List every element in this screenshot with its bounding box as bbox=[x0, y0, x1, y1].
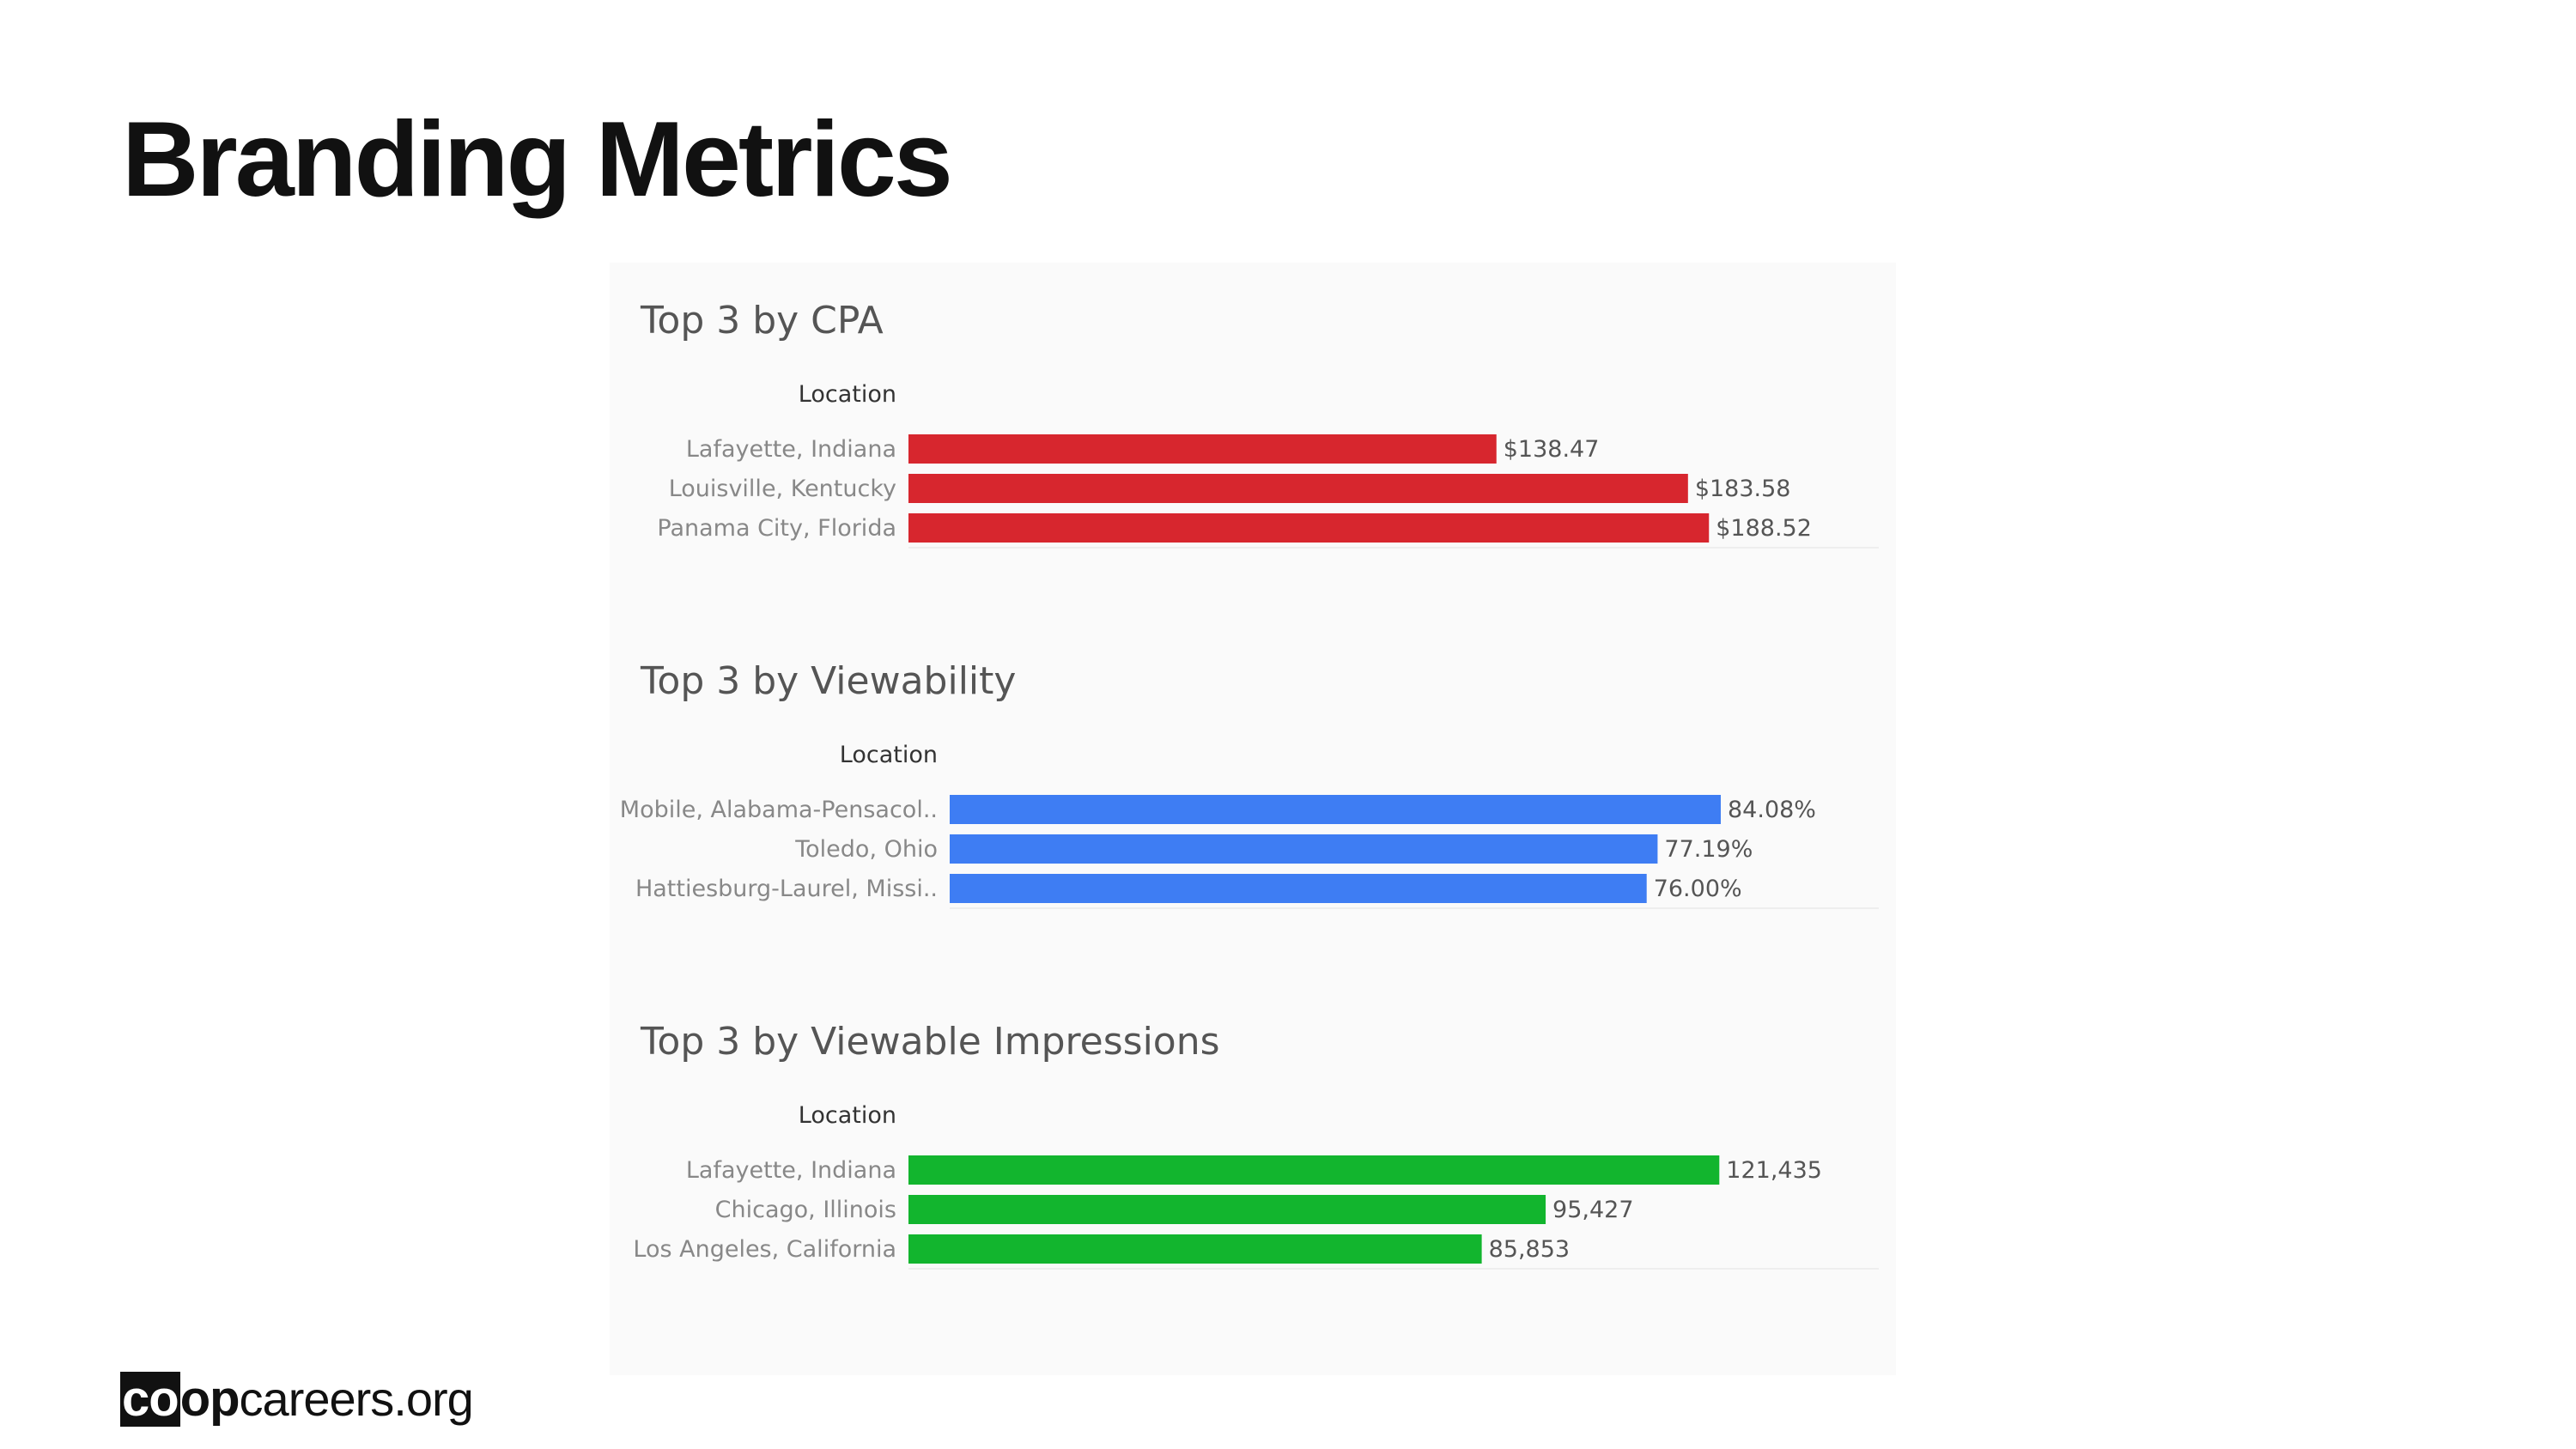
chart-3-bar bbox=[908, 1155, 1720, 1185]
logo-co: co bbox=[120, 1371, 180, 1427]
chart-1-category-label: Panama City, Florida bbox=[657, 515, 896, 542]
chart-3-category-header: Location bbox=[799, 1102, 896, 1129]
chart-2-category-label: Toledo, Ohio bbox=[794, 836, 938, 863]
chart-2-category-header: Location bbox=[840, 742, 938, 768]
chart-2-bar bbox=[950, 874, 1647, 903]
chart-1-value-label: $138.47 bbox=[1504, 436, 1600, 463]
charts-svg: Top 3 by CPA Location Lafayette, Indiana $1… bbox=[620, 299, 1879, 1270]
chart-3-value-label: 85,853 bbox=[1489, 1236, 1570, 1263]
chart-1-value-label: $188.52 bbox=[1716, 515, 1812, 542]
chart-2-value-label: 77.19% bbox=[1664, 836, 1753, 863]
chart-1-category-label: Lafayette, Indiana bbox=[686, 436, 896, 463]
chart-2-category-label: Hattiesburg-Laurel, Missi.. bbox=[635, 876, 938, 902]
chart-3-title: Top 3 by Viewable Impressions bbox=[640, 1020, 1220, 1064]
chart-3-bar bbox=[908, 1195, 1546, 1224]
chart-1-category-header: Location bbox=[799, 381, 896, 408]
chart-1-category-label: Louisville, Kentucky bbox=[669, 476, 896, 502]
chart-2-bar bbox=[950, 795, 1722, 824]
logo-careers: careers.org bbox=[239, 1372, 474, 1426]
chart-2-value-label: 84.08% bbox=[1728, 797, 1816, 823]
chart-3-category-label: Los Angeles, California bbox=[633, 1236, 896, 1263]
chart-2-bar bbox=[950, 834, 1658, 864]
chart-2-title: Top 3 by Viewability bbox=[640, 659, 1016, 703]
chart-3-value-label: 95,427 bbox=[1552, 1197, 1633, 1223]
page-title: Branding Metrics bbox=[122, 100, 953, 219]
logo-op: op bbox=[179, 1371, 240, 1427]
chart-3-value-label: 121,435 bbox=[1726, 1157, 1822, 1184]
chart-3-category-label: Chicago, Illinois bbox=[715, 1197, 896, 1223]
chart-1-title: Top 3 by CPA bbox=[640, 299, 884, 343]
chart-1-bar bbox=[908, 434, 1497, 464]
charts-panel: Top 3 by CPA Location Lafayette, Indiana $1… bbox=[610, 263, 1896, 1375]
chart-3-bar bbox=[908, 1234, 1482, 1264]
chart-2-category-label: Mobile, Alabama-Pensacol.. bbox=[620, 797, 938, 823]
chart-1-bar bbox=[908, 474, 1688, 503]
chart-2-value-label: 76.00% bbox=[1654, 876, 1742, 902]
chart-3-category-label: Lafayette, Indiana bbox=[686, 1157, 896, 1184]
coopcareers-logo: co op careers.org bbox=[120, 1371, 474, 1427]
chart-1-bar bbox=[908, 513, 1710, 543]
chart-1-value-label: $183.58 bbox=[1695, 476, 1791, 502]
